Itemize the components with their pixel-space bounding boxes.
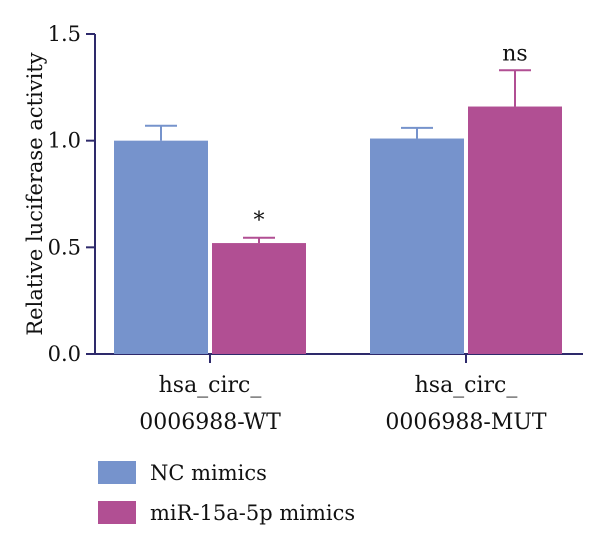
x-category-label-line: 0006988-MUT bbox=[385, 410, 546, 435]
bar bbox=[468, 106, 562, 355]
x-category-label-line: 0006988-WT bbox=[139, 410, 281, 435]
y-axis-title: Relative luciferase activity bbox=[23, 52, 47, 335]
legend-swatch bbox=[98, 461, 136, 484]
x-category-label-line: hsa_circ_ bbox=[415, 373, 518, 398]
y-tick-label: 1.5 bbox=[48, 22, 81, 46]
legend: NC mimics miR-15a-5p mimics bbox=[98, 461, 355, 525]
x-category-label: hsa_circ_ 0006988-MUT bbox=[385, 373, 546, 435]
bar bbox=[114, 140, 208, 354]
x-category-label: hsa_circ_ 0006988-WT bbox=[139, 373, 281, 435]
y-tick-label: 0.0 bbox=[48, 342, 81, 366]
y-tick-label: 0.5 bbox=[48, 235, 81, 259]
y-tick-label: 1.0 bbox=[48, 129, 81, 153]
bar bbox=[370, 138, 464, 354]
bar bbox=[212, 243, 306, 354]
x-category-label-line: hsa_circ_ bbox=[159, 373, 262, 398]
legend-label: miR-15a-5p mimics bbox=[150, 501, 355, 525]
legend-swatch bbox=[98, 501, 136, 524]
significance-label: * bbox=[254, 209, 265, 234]
significance-label: ns bbox=[502, 41, 527, 66]
legend-label: NC mimics bbox=[150, 461, 267, 485]
